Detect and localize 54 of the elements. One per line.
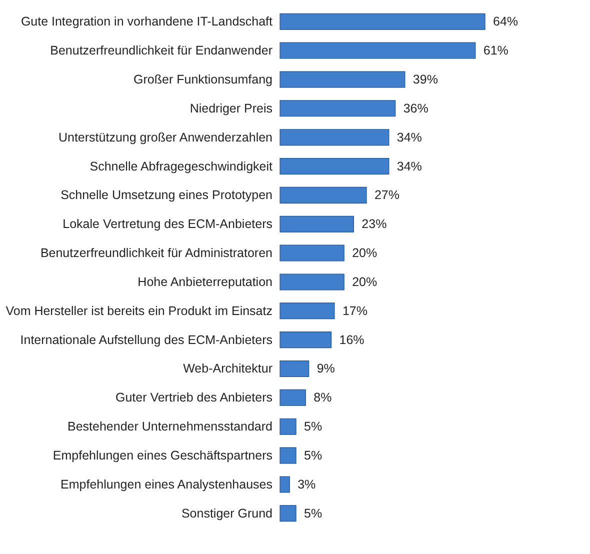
data-label: 34% <box>396 159 422 174</box>
data-label: 9% <box>316 362 335 376</box>
y-tick-label: Unterstützung großer Anwenderzahlen <box>58 130 273 144</box>
y-tick-label: Internationale Aufstellung des ECM-Anbieters <box>20 332 272 347</box>
bar <box>280 302 335 320</box>
bar <box>280 476 290 493</box>
bar <box>280 505 296 522</box>
data-label: 5% <box>304 506 322 520</box>
data-label: 64% <box>493 14 518 29</box>
data-label: 23% <box>362 217 387 232</box>
y-tick-label: Niedriger Preis <box>190 101 272 116</box>
data-label: 34% <box>396 130 422 144</box>
data-label: 20% <box>352 246 378 260</box>
y-tick-label: Großer Funktionsumfang <box>134 72 273 86</box>
data-label: 5% <box>304 448 322 463</box>
data-label: 5% <box>304 420 322 434</box>
data-label: 61% <box>483 44 508 58</box>
data-label: 8% <box>314 390 332 405</box>
bar <box>280 129 390 146</box>
y-tick-label: Sonstiger Grund <box>181 506 273 520</box>
y-tick-label: Gute Integration in vorhandene IT-Landschaft <box>20 14 274 29</box>
bar <box>280 274 344 290</box>
bar <box>280 42 476 59</box>
y-tick-label: Guter Vertrieb des Anbieters <box>115 390 272 405</box>
y-tick-label: Lokale Vertretung des ECM-Anbieters <box>62 217 272 232</box>
bar <box>280 447 296 464</box>
bar <box>280 244 344 262</box>
bar <box>280 418 296 435</box>
y-tick-label: Schnelle Abfragegeschwindigkeit <box>90 159 274 174</box>
y-tick-label: Web-Architektur <box>183 362 272 376</box>
y-tick-label: Empfehlungen eines Geschäftspartners <box>52 448 272 463</box>
y-tick-label: Benutzerfreundlichkeit für Endanwender <box>50 44 272 58</box>
data-label: 17% <box>342 304 368 318</box>
bar <box>280 158 390 175</box>
data-label: 20% <box>352 274 378 289</box>
bar <box>280 332 332 348</box>
bar <box>280 360 310 377</box>
data-label: 36% <box>403 101 428 116</box>
y-tick-label: Benutzerfreundlichkeit für Administratoren <box>40 246 273 260</box>
y-tick-label: Empfehlungen eines Analystenhauses <box>60 477 272 492</box>
data-label: 3% <box>298 477 316 492</box>
y-tick-label: Schnelle Umsetzung eines Prototypen <box>60 188 273 202</box>
bar <box>280 389 306 406</box>
bar <box>280 13 486 30</box>
data-label: 16% <box>339 332 364 347</box>
data-label: 27% <box>374 188 400 202</box>
y-tick-label: Bestehender Unternehmensstandard <box>68 420 273 434</box>
bar <box>280 216 354 232</box>
data-label: 39% <box>412 72 438 86</box>
y-tick-label: Hohe Anbieterreputation <box>138 274 273 289</box>
y-tick-label: Vom Hersteller ist bereits ein Produkt im Einsatz <box>6 304 272 318</box>
bar <box>280 186 367 204</box>
bar <box>280 71 406 88</box>
bar <box>280 100 396 117</box>
